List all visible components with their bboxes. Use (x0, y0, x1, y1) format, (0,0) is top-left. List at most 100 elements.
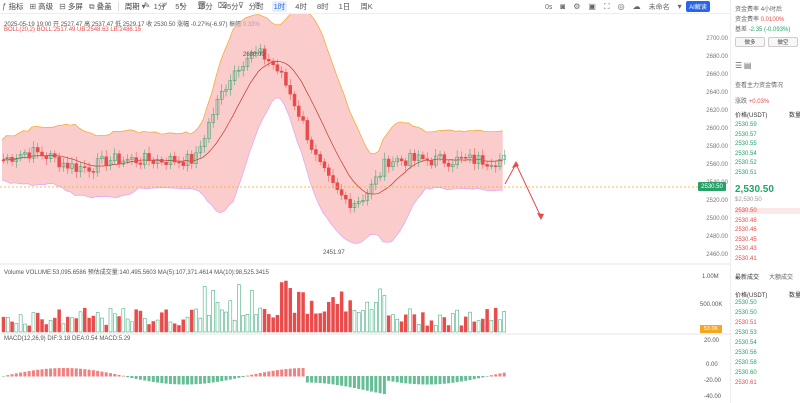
ask-row[interactable]: 2530.54 (735, 150, 757, 157)
layout-icon[interactable]: ▣ (588, 2, 596, 11)
timeframe-5m[interactable]: 5分 (175, 2, 187, 11)
volume-bar (386, 315, 391, 333)
ask-row[interactable]: 2530.51 (735, 170, 757, 176)
macd-bar (40, 369, 44, 377)
cursor-icon[interactable]: ↖ (178, 1, 186, 10)
candle (125, 159, 130, 162)
settings-icon[interactable]: ⚙ (573, 2, 581, 11)
bid-row[interactable]: 2530.46 (735, 227, 757, 234)
timeframe-line[interactable]: 分时 (248, 2, 264, 11)
candle (121, 160, 126, 165)
timeframe-1w[interactable]: 周K (360, 2, 373, 11)
period-button[interactable]: 周期 ▾ (125, 1, 146, 12)
ai-interpret-button[interactable]: AI解读 (686, 1, 710, 12)
macd-bar (211, 376, 215, 383)
chart-area[interactable]: 2025-05-19 19:00 开 2527.47 高 2537.47 低 2… (0, 14, 730, 403)
macd-bar (297, 368, 301, 377)
candle (6, 156, 10, 161)
ask-row[interactable]: 2530.57 (735, 131, 757, 138)
macd-bar (310, 376, 314, 383)
multi-label: 多屏 (67, 2, 83, 11)
fullscreen-icon[interactable]: ⛶ (603, 2, 610, 11)
timeframe-45m[interactable]: 45分 (222, 2, 239, 11)
price-axis-label: 2600.00 (706, 126, 728, 132)
timeframe-8h[interactable]: 8时 (316, 2, 329, 11)
timeframe-1h[interactable]: 1时 (271, 1, 288, 12)
candle (249, 52, 254, 59)
candle (48, 153, 53, 159)
macd-bar (387, 376, 391, 381)
indicator-button[interactable]: ƒ 指标 (2, 1, 23, 12)
volume-bar (288, 288, 292, 333)
volume-bar (502, 311, 506, 333)
volume-bar (10, 321, 14, 333)
volume-bar (442, 317, 447, 333)
candle (339, 189, 344, 196)
timeframe-4h[interactable]: 4时 (295, 2, 307, 11)
current-price-tag: 2530.50 (698, 182, 726, 191)
candle (147, 153, 151, 161)
long-button[interactable]: 做多 (735, 37, 765, 47)
ask-row[interactable]: 2530.55 (735, 141, 757, 148)
bid-row[interactable]: 2530.50 (735, 208, 800, 214)
candle (262, 48, 267, 60)
divider (117, 2, 119, 11)
lock-icon[interactable]: ⌧ (217, 1, 228, 10)
macd-bar (237, 376, 241, 378)
macd-bar (224, 376, 228, 381)
pencil-icon[interactable]: ✎ (143, 1, 151, 10)
ask-row[interactable]: 2530.52 (735, 160, 757, 167)
volume-bar (344, 311, 348, 333)
target-icon[interactable]: ◎ (617, 2, 625, 11)
volume-bar (446, 325, 451, 333)
tab-large-trades[interactable]: 大额成交 (769, 275, 794, 281)
list-icon[interactable]: ☰ (735, 61, 743, 70)
price-axis-label: 2700.00 (706, 36, 728, 42)
select-icon[interactable]: ⬚ (125, 1, 133, 10)
volume-bar (433, 325, 438, 333)
volume-bar (211, 290, 215, 333)
bid-row[interactable]: 2530.43 (735, 246, 757, 253)
timeframe-1d[interactable]: 1日 (338, 2, 351, 11)
bid-row[interactable]: 2530.45 (735, 236, 757, 243)
candle (335, 182, 340, 190)
premium-row: 基差 -2.35 (-0.093%) (735, 24, 790, 33)
chart-icon[interactable]: ▤ (743, 61, 752, 70)
camera-icon[interactable]: ◙ (560, 2, 566, 11)
candle (399, 158, 404, 161)
multi-screen-button[interactable]: ⊟ 多屏 (59, 1, 83, 12)
short-button[interactable]: 做空 (768, 37, 798, 47)
macd-bar (70, 368, 74, 377)
macd-bar (168, 376, 172, 384)
ask-row[interactable]: 2530.59 (735, 122, 757, 128)
candle (502, 155, 506, 160)
timeframe-1m[interactable]: 1分 (153, 2, 166, 11)
volume-bar (275, 315, 280, 333)
layout-name[interactable]: 未命名 (648, 4, 670, 11)
macd-bar (186, 376, 190, 385)
bid-row[interactable]: 2530.48 (735, 217, 757, 224)
cloud-icon[interactable]: ☁ (632, 2, 641, 11)
candle (130, 157, 134, 160)
candle (254, 52, 258, 54)
volume-bar (472, 321, 477, 333)
candle (344, 194, 348, 200)
macd-bar (322, 376, 326, 384)
volume-bar (14, 323, 19, 333)
volume-bar (164, 309, 168, 333)
overlay-label: 叠盖 (96, 2, 112, 11)
copy-icon[interactable]: ⎘ (254, 1, 262, 10)
candle (468, 154, 472, 159)
draw-icon[interactable]: ✐ (161, 1, 168, 10)
chart-canvas[interactable] (0, 14, 730, 403)
filter-icon[interactable]: ⊽ (238, 1, 244, 10)
overlay-button[interactable]: ⧉ 叠盖 (89, 1, 112, 12)
bid-row[interactable]: 2530.41 (735, 256, 757, 262)
main-fund-link[interactable]: 查看主力资金情况 (735, 83, 784, 89)
volume-bar (356, 312, 361, 333)
timeframe-15m[interactable]: 15分 (196, 2, 213, 11)
advanced-button[interactable]: ⊞ 高级 (29, 1, 53, 12)
trash-icon[interactable]: 🗑 (196, 1, 207, 10)
candle (331, 175, 335, 183)
tab-latest-trades[interactable]: 最新成交 (735, 275, 760, 281)
